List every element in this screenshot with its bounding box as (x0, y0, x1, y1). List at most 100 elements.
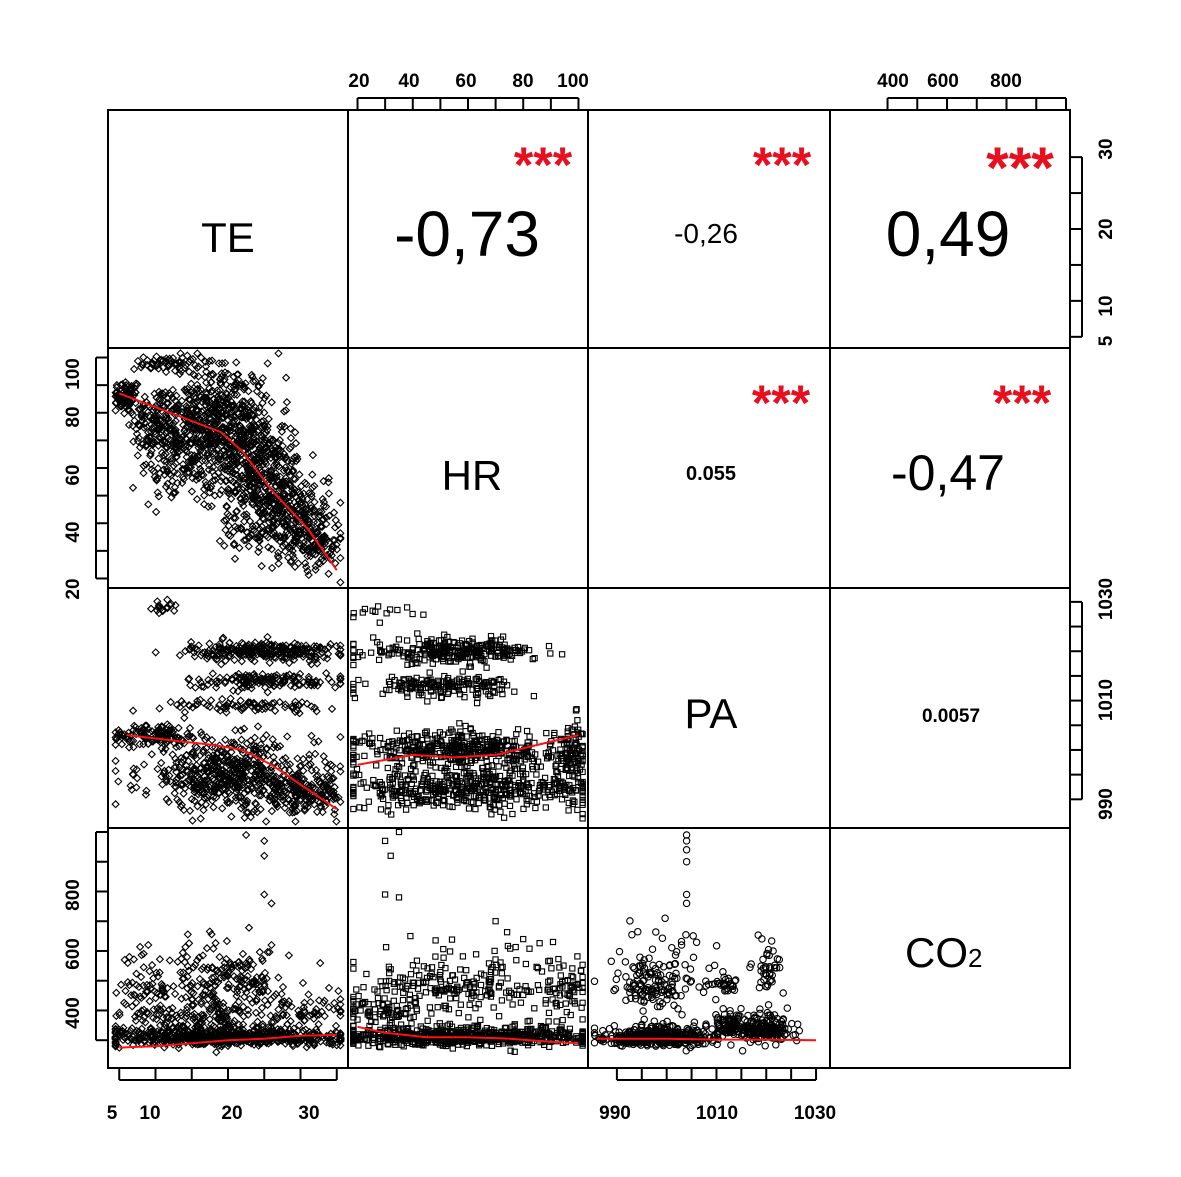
point-hr-pa (404, 693, 411, 700)
point-te-pa (254, 787, 264, 796)
point-te-hr (172, 438, 182, 447)
point-hr-pa (483, 758, 490, 765)
point-te-hr (267, 495, 276, 504)
point-hr-pa (355, 676, 362, 684)
point-te-hr (281, 453, 291, 463)
point-hr-pa (376, 734, 384, 742)
point-te-pa (291, 799, 300, 809)
point-te-pa (236, 647, 246, 656)
point-te-hr (296, 491, 306, 500)
point-te-pa (247, 684, 256, 693)
point-te-hr (239, 483, 248, 492)
point-te-pa (215, 673, 225, 682)
point-te-hr (184, 367, 194, 376)
point-hr-pa (483, 664, 490, 671)
point-te-hr (321, 534, 331, 543)
point-te-hr (195, 464, 205, 473)
point-te-hr (153, 488, 162, 497)
point-te-hr (328, 535, 338, 545)
point-hr-pa (419, 691, 426, 699)
point-te-hr (132, 429, 142, 439)
point-te-pa (215, 639, 224, 649)
point-te-pa (190, 788, 199, 797)
point-te-hr (318, 494, 327, 504)
point-te-pa (227, 812, 236, 821)
point-hr-pa (353, 753, 360, 760)
point-te-pa (258, 786, 268, 795)
point-te-pa (288, 808, 297, 817)
point-hr-pa (421, 729, 429, 737)
point-hr-pa (370, 634, 377, 641)
point-hr-pa (404, 661, 411, 668)
point-hr-pa (478, 683, 486, 690)
point-te-hr (321, 502, 331, 511)
point-te-pa (230, 773, 240, 783)
point-te-hr (179, 474, 189, 484)
point-hr-pa (376, 619, 383, 626)
point-te-pa (207, 786, 217, 795)
point-te-hr (164, 399, 173, 408)
point-te-pa (161, 744, 170, 753)
point-te-hr (188, 454, 197, 464)
point-te-pa (269, 743, 278, 752)
point-hr-pa (388, 673, 396, 681)
point-te-pa (284, 794, 293, 803)
point-hr-pa (377, 647, 384, 654)
point-te-hr (170, 366, 180, 375)
point-te-hr (139, 423, 149, 432)
point-te-pa (257, 744, 266, 753)
point-te-hr (259, 445, 268, 454)
point-te-hr (183, 468, 192, 477)
point-te-hr (231, 513, 240, 523)
point-hr-pa (530, 757, 538, 765)
point-te-pa (221, 677, 230, 686)
point-te-hr (255, 525, 265, 534)
point-te-hr (230, 486, 240, 495)
point-te-pa (320, 801, 330, 811)
point-te-hr (138, 440, 147, 449)
point-te-pa (212, 754, 221, 764)
point-te-hr (178, 460, 188, 469)
point-te-pa (265, 774, 274, 783)
point-te-hr (241, 412, 250, 422)
point-te-hr (290, 475, 300, 484)
point-te-pa (111, 800, 120, 809)
point-te-pa (221, 735, 230, 744)
point-hr-pa (509, 810, 516, 818)
point-te-hr (166, 390, 176, 400)
point-te-pa (327, 767, 336, 776)
point-te-pa (336, 679, 345, 688)
point-te-hr (220, 541, 229, 550)
point-hr-pa (497, 675, 504, 683)
point-te-hr (196, 446, 205, 455)
point-te-hr (252, 415, 261, 424)
point-te-hr (222, 515, 231, 525)
point-te-hr (301, 505, 311, 514)
point-te-pa (163, 603, 172, 612)
point-te-pa (269, 791, 279, 800)
point-te-pa (219, 749, 229, 758)
point-te-hr (186, 463, 196, 472)
point-hr-pa (410, 802, 417, 809)
point-te-pa (126, 781, 135, 790)
point-te-pa (313, 771, 323, 780)
point-te-pa (304, 760, 313, 770)
point-hr-pa (444, 674, 452, 682)
point-te-pa (276, 642, 285, 651)
point-te-pa (212, 782, 221, 791)
point-te-hr (186, 415, 195, 424)
point-hr-pa (543, 729, 550, 737)
point-te-hr (210, 409, 219, 418)
point-te-pa (212, 679, 222, 688)
point-te-hr (282, 527, 292, 536)
point-te-hr (220, 358, 230, 368)
point-te-hr (220, 368, 230, 377)
point-te-hr (286, 424, 295, 433)
point-te-hr (193, 452, 202, 461)
point-te-pa (164, 797, 173, 807)
point-hr-pa (466, 660, 474, 667)
point-te-hr (214, 359, 224, 368)
point-te-hr (207, 356, 217, 365)
point-te-hr (261, 459, 271, 469)
point-hr-pa (508, 652, 516, 660)
